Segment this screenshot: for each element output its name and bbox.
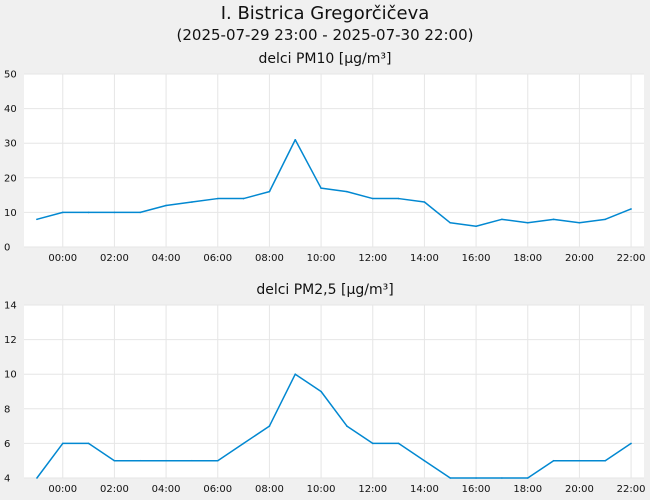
pm25-y-tick-label: 14 (4, 301, 17, 312)
pm25-data-point (552, 459, 555, 462)
pm10-data-point (191, 201, 193, 203)
pm25-x-tick-label: 08:00 (255, 484, 284, 495)
pm10-data-point (294, 138, 297, 141)
page-title: I. Bistrica Gregorčičeva (220, 3, 430, 24)
pm10-x-tick-label: 22:00 (617, 253, 646, 264)
pm25-x-tick-label: 18:00 (513, 484, 542, 495)
pm10-x-tick-label: 04:00 (152, 253, 181, 264)
pm25-x-tick-label: 06:00 (203, 484, 232, 495)
pm25-x-tick-label: 22:00 (617, 484, 646, 495)
pm10-y-tick-label: 0 (4, 243, 10, 254)
pm25-data-point (165, 459, 167, 462)
pm25-y-tick-label: 6 (4, 439, 10, 450)
pm25-y-tick-label: 12 (4, 335, 17, 346)
pm10-data-point (61, 211, 64, 214)
pm25-data-point (501, 477, 503, 479)
pm25-x-tick-label: 04:00 (152, 484, 181, 495)
pm25-y-tick-label: 8 (4, 404, 10, 415)
pm25-x-tick-label: 12:00 (358, 484, 387, 495)
pm10-x-tick-label: 06:00 (203, 253, 232, 264)
pm10-data-point (87, 211, 90, 214)
pm25-y-tick-label: 10 (4, 370, 17, 381)
pm10-data-point (578, 221, 581, 224)
pm25-data-point (475, 477, 477, 479)
pm25-x-tick-label: 14:00 (410, 484, 439, 495)
pm10-x-tick-label: 10:00 (307, 253, 336, 264)
pm10-series-line (36, 138, 632, 227)
pm10-data-point (242, 197, 245, 200)
pm10-data-point (630, 208, 632, 210)
pm10-x-tick-label: 00:00 (48, 253, 77, 264)
pm25-data-point (604, 459, 607, 462)
page-subtitle: (2025-07-29 23:00 - 2025-07-30 22:00) (176, 26, 474, 44)
pm10-data-point (526, 221, 529, 224)
pm25-data-point (242, 442, 245, 445)
pm25-data-point (346, 425, 348, 427)
pm10-data-point (165, 204, 167, 207)
pm10-data-point (268, 190, 271, 193)
pm25-series-line (36, 373, 632, 479)
pm25-data-point (526, 477, 529, 479)
pm10-x-tick-label: 02:00 (100, 253, 129, 264)
pm10-x-tick-label: 20:00 (565, 253, 594, 264)
pm10-data-point (423, 201, 426, 203)
pm10-y-tick-label: 10 (4, 208, 17, 219)
pm10-data-point (346, 190, 348, 193)
pm25-data-point (320, 390, 322, 393)
pm25-data-point (87, 442, 90, 445)
pm10-data-point (449, 221, 452, 224)
pm10-data-point (216, 197, 219, 200)
pm10-x-tick-label: 12:00 (358, 253, 387, 264)
pm10-data-point (113, 211, 116, 214)
pm25-data-point (397, 442, 400, 445)
pm25-data-point (36, 477, 38, 479)
chart-title-pm25: delci PM2,5 [µg/m³] (256, 282, 394, 298)
pm10-data-point (36, 218, 38, 221)
pm10-y-tick-label: 50 (4, 70, 17, 81)
pm10-data-point (320, 187, 322, 189)
pm25-data-point (578, 459, 581, 462)
pm10-y-tick-label: 30 (4, 139, 17, 150)
pm25-y-tick-label: 4 (4, 474, 10, 485)
pm10-x-tick-label: 18:00 (513, 253, 542, 264)
pm10-x-tick-label: 08:00 (255, 253, 284, 264)
pm10-x-tick-label: 16:00 (462, 253, 491, 264)
pm10-plot-area (24, 74, 644, 247)
pm25-x-tick-label: 02:00 (100, 484, 129, 495)
pm25-x-tick-label: 20:00 (565, 484, 594, 495)
pm10-x-tick-label: 14:00 (410, 253, 439, 264)
pm25-data-point (113, 459, 116, 462)
pm25-data-point (191, 459, 193, 462)
pm25-data-point (216, 459, 219, 462)
pm25-data-point (139, 459, 142, 462)
pm10-data-point (371, 197, 374, 200)
chart-pm10: 0 10 20 30 40 50 00:00 02:00 04:00 06:00 08:00 10:0… (4, 70, 646, 265)
pm25-data-point (268, 425, 271, 427)
pm25-data-point (61, 442, 64, 445)
pm25-x-tick-label: 00:00 (48, 484, 77, 495)
pm10-data-point (397, 197, 400, 200)
pm10-data-point (552, 218, 555, 221)
pm10-data-point (139, 211, 142, 214)
pm25-data-point (449, 477, 452, 479)
pm10-data-point (475, 225, 477, 228)
pm25-plot-area (24, 305, 644, 478)
pm25-data-point (423, 459, 426, 462)
chart-title-pm10: delci PM10 [µg/m³] (258, 51, 392, 67)
pm25-x-tick-label: 16:00 (462, 484, 491, 495)
pm10-y-tick-label: 40 (4, 104, 17, 115)
pm10-data-point (604, 218, 607, 221)
pm25-data-point (371, 442, 374, 445)
pm10-y-tick-label: 20 (4, 173, 17, 184)
pm10-data-point (501, 218, 503, 221)
pm25-data-point (294, 373, 297, 376)
pm25-data-point (630, 442, 632, 445)
pm25-x-tick-label: 10:00 (307, 484, 336, 495)
